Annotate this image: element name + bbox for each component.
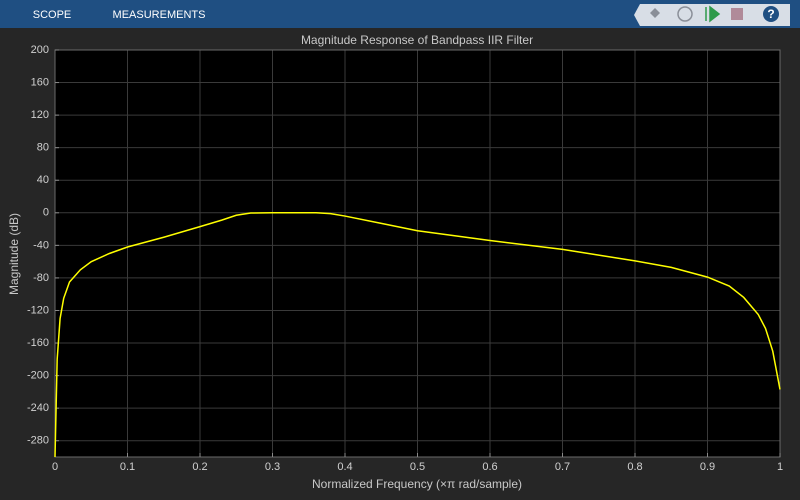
measurements-tab[interactable]: MEASUREMENTS xyxy=(113,9,206,21)
y-tick-label: 120 xyxy=(31,109,49,121)
x-tick-label: 0.7 xyxy=(555,461,570,473)
y-tick-label: -280 xyxy=(27,435,49,447)
y-tick-label: -80 xyxy=(33,272,49,284)
y-tick-label: -160 xyxy=(27,337,49,349)
x-tick-label: 0.5 xyxy=(410,461,425,473)
chart-title: Magnitude Response of Bandpass IIR Filte… xyxy=(301,33,533,47)
x-tick-label: 0.4 xyxy=(337,461,352,473)
y-tick-label: 40 xyxy=(37,174,49,186)
stop-button[interactable] xyxy=(731,8,743,20)
pause-button[interactable] xyxy=(677,6,693,22)
y-tick-label: 0 xyxy=(43,207,49,219)
x-tick-label: 0.1 xyxy=(120,461,135,473)
help-icon[interactable]: ? xyxy=(767,7,774,21)
y-tick-label: -40 xyxy=(33,239,49,251)
step-back-button[interactable] xyxy=(650,8,660,18)
scope-tab[interactable]: SCOPE xyxy=(33,9,72,21)
response-line xyxy=(54,212,781,458)
y-tick-label: -240 xyxy=(27,402,49,414)
y-tick-label: 160 xyxy=(31,76,49,88)
y-tick-label: -200 xyxy=(27,370,49,382)
x-tick-label: 0.9 xyxy=(700,461,715,473)
run-button[interactable] xyxy=(705,5,721,23)
x-axis-label: Normalized Frequency (×π rad/sample) xyxy=(312,477,522,491)
y-axis-label: Magnitude (dB) xyxy=(7,213,21,295)
y-tick-label: 200 xyxy=(31,44,49,56)
help-button[interactable] xyxy=(763,6,779,22)
x-tick-label: 0.3 xyxy=(265,461,280,473)
x-tick-label: 0.2 xyxy=(192,461,207,473)
x-tick-label: 0.6 xyxy=(482,461,497,473)
y-tick-label: 80 xyxy=(37,142,49,154)
x-tick-label: 1 xyxy=(777,461,783,473)
x-tick-label: 0.8 xyxy=(627,461,642,473)
x-tick-label: 0 xyxy=(52,461,58,473)
y-tick-label: -120 xyxy=(27,304,49,316)
